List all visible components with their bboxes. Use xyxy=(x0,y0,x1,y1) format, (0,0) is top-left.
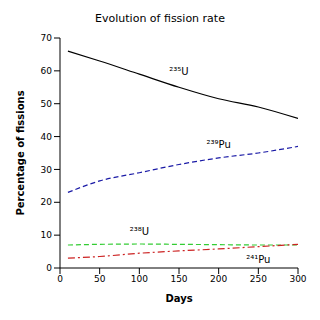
svg-text:150: 150 xyxy=(170,274,187,284)
svg-text:60: 60 xyxy=(41,66,53,76)
svg-text:0: 0 xyxy=(46,263,52,273)
html-text:Evolution of fission rate: Evolution of fission rate xyxy=(95,12,225,25)
svg-text:²³⁸U: ²³⁸U xyxy=(130,226,149,237)
svg-text:200: 200 xyxy=(210,274,227,284)
svg-text:Percentage of fissions: Percentage of fissions xyxy=(15,90,26,215)
svg-text:100: 100 xyxy=(131,274,148,284)
svg-text:²⁴¹Pu: ²⁴¹Pu xyxy=(246,254,270,265)
svg-text:²³⁵U: ²³⁵U xyxy=(169,66,188,77)
svg-text:250: 250 xyxy=(250,274,267,284)
svg-text:0: 0 xyxy=(57,274,63,284)
svg-text:300: 300 xyxy=(289,274,306,284)
svg-text:²³⁹Pu: ²³⁹Pu xyxy=(207,139,231,150)
svg-text:20: 20 xyxy=(41,197,53,207)
svg-text:40: 40 xyxy=(41,132,53,142)
svg-text:50: 50 xyxy=(41,99,53,109)
svg-text:30: 30 xyxy=(41,165,53,175)
svg-text:10: 10 xyxy=(41,230,53,240)
svg-text:50: 50 xyxy=(94,274,106,284)
svg-text:Days: Days xyxy=(165,293,192,304)
svg-text:70: 70 xyxy=(41,33,53,43)
